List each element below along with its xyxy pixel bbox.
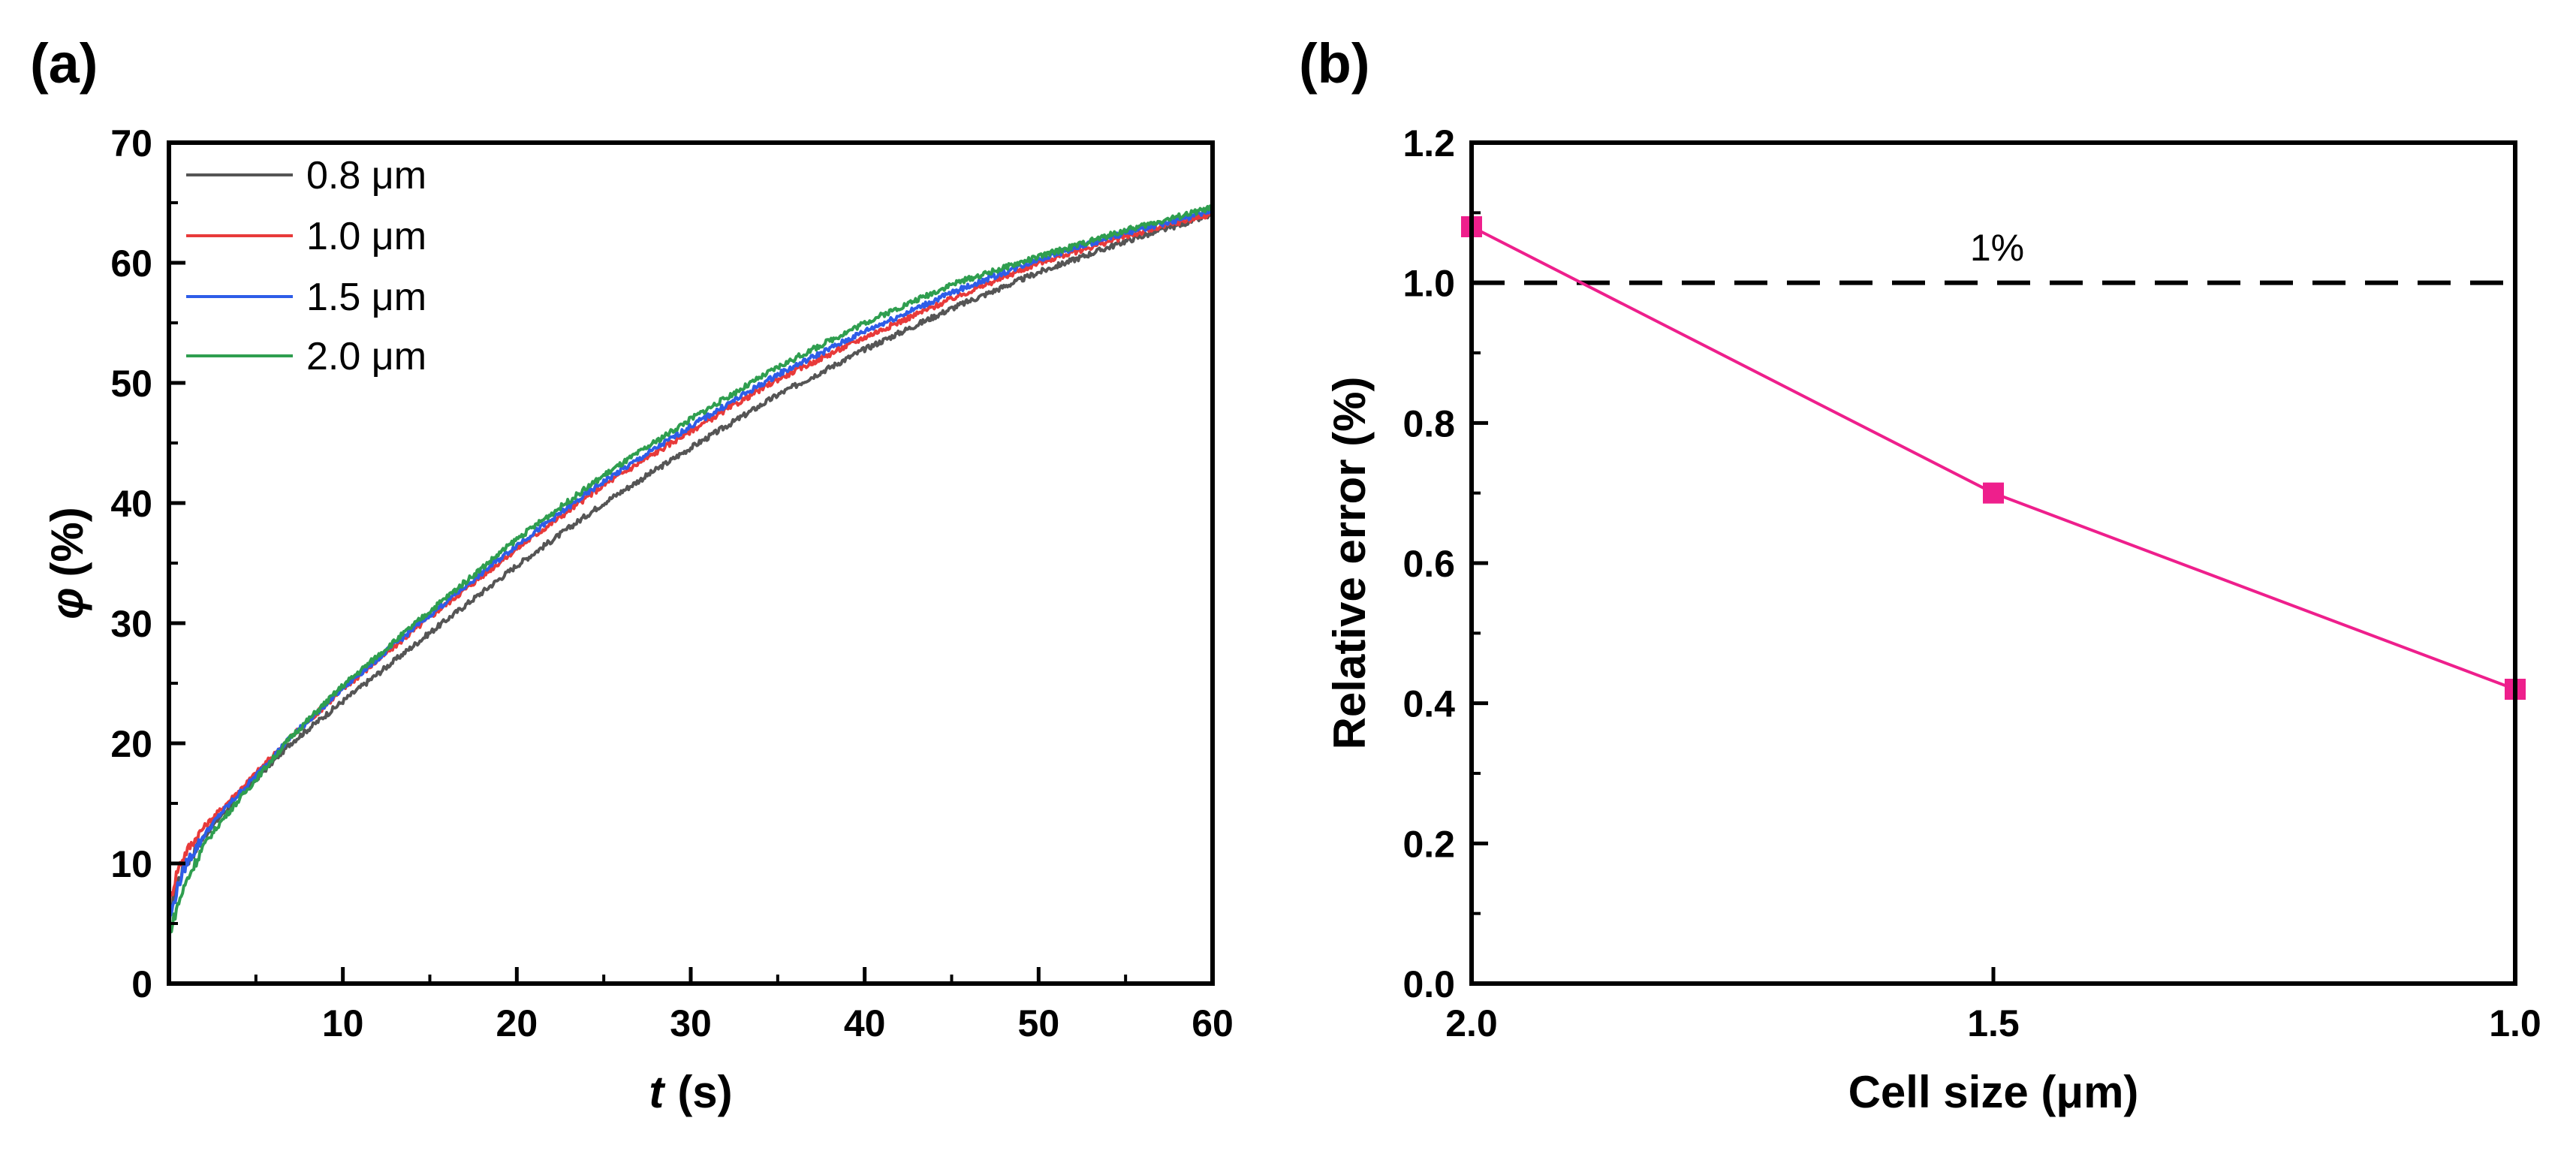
x-tick-label: 60 (1192, 1002, 1234, 1044)
y-tick-label: 0.4 (1402, 683, 1455, 725)
y-tick-label: 10 (110, 843, 152, 885)
a-ticks-layer: 10 20 30 40 50 60 0 10 20 30 40 50 60 70 (110, 122, 1233, 1044)
a-x-axis-unit: (s) (677, 1067, 732, 1117)
y-tick-label: 20 (110, 723, 152, 765)
a-y-axis-unit: (%) (42, 507, 92, 577)
x-tick-label: 40 (844, 1002, 886, 1044)
x-tick-label: 2.0 (1445, 1002, 1498, 1044)
a-legend: 0.8 μm 1.0 μm 1.5 μm 2.0 μm (186, 154, 426, 378)
y-tick-label: 1.0 (1402, 263, 1455, 305)
x-tick-label: 30 (670, 1002, 712, 1044)
x-tick-label: 1.5 (1967, 1002, 2020, 1044)
panel-b-label: (b) (1299, 32, 1370, 95)
y-tick-label: 0.8 (1402, 402, 1455, 444)
legend-label-0-8: 0.8 μm (306, 154, 426, 197)
y-tick-label: 0.0 (1402, 963, 1455, 1005)
y-tick-label: 0 (131, 963, 152, 1005)
y-tick-label: 0.2 (1402, 823, 1455, 865)
y-tick-label: 1.2 (1402, 122, 1455, 164)
x-tick-label: 20 (496, 1002, 538, 1044)
legend-label-2-0: 2.0 μm (306, 335, 426, 378)
b-y-axis-title: Relative error (%) (1324, 377, 1375, 750)
y-tick-label: 60 (110, 243, 152, 285)
panel-b: (b) 2.0 1.5 1.0 0.0 0.2 0.4 0.6 0.8 1.0 1.2 1% Ce… (1299, 32, 2541, 1117)
y-tick-label: 70 (110, 122, 152, 164)
x-tick-label: 10 (322, 1002, 364, 1044)
a-y-axis-title: φ (%) (42, 507, 92, 619)
y-tick-label: 30 (110, 603, 152, 645)
series-line (167, 211, 1214, 914)
a-y-axis-var: φ (42, 588, 92, 619)
y-tick-label: 0.6 (1402, 543, 1455, 585)
series-line (167, 204, 1214, 936)
b-plot-frame (1469, 140, 2517, 986)
legend-label-1-0: 1.0 μm (306, 215, 426, 258)
a-x-axis-title: t (s) (649, 1067, 732, 1117)
a-x-axis-var: t (649, 1067, 666, 1117)
b-x-axis-title: Cell size (μm) (1848, 1067, 2139, 1117)
b-series-layer (1461, 216, 2526, 700)
legend-label-1-5: 1.5 μm (306, 276, 426, 319)
x-tick-label: 1.0 (2489, 1002, 2541, 1044)
b-ticks-layer: 2.0 1.5 1.0 0.0 0.2 0.4 0.6 0.8 1.0 1.2 (1402, 122, 2541, 1044)
data-point (1983, 482, 2004, 504)
panel-a-label: (a) (30, 32, 98, 95)
a-series-layer (167, 204, 1214, 936)
x-tick-label: 50 (1018, 1002, 1060, 1044)
series-line (1471, 225, 2516, 691)
y-tick-label: 40 (110, 483, 152, 525)
y-tick-label: 50 (110, 363, 152, 405)
reference-line-label: 1% (1970, 227, 2024, 269)
panel-a: (a) 10 20 30 40 50 60 0 10 20 30 40 50 60 70 0.8 μm 1… (30, 32, 1234, 1117)
